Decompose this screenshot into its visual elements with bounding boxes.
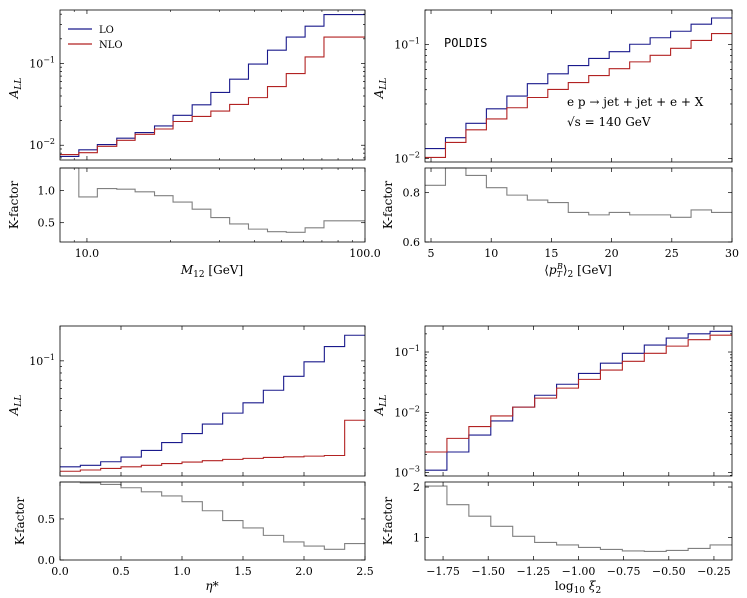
- panel-b-top-ytick-label: 10−2: [394, 150, 420, 165]
- panel-c-xtick-label: 2.5: [356, 565, 374, 578]
- panel-b-kfactor-series: [425, 167, 732, 218]
- panel-a-bottom-ytick-label: 1.0: [38, 185, 56, 198]
- panel-c-xtick-label: 1.5: [234, 565, 252, 578]
- panel-d-kfactor-ylabel: K-factor: [381, 497, 395, 546]
- panel-d-ratio-plot: 10−3 10−2 10−1: [394, 326, 732, 480]
- panel-a-lo-series: [60, 14, 365, 157]
- panel-b-xlabel: ⟨pTB⟩2 [GeV]: [544, 262, 612, 280]
- panel-c-lo-series: [60, 334, 365, 468]
- panel-a-top-frame: [59, 9, 366, 161]
- panel-a-top-ytick-label: 10−1: [29, 55, 55, 70]
- panel-d-bottom-frame: [424, 481, 733, 561]
- panel-a-ratio-plot: 10−2 10−1: [29, 10, 366, 160]
- panel-d-top-ylabel: ALL: [372, 395, 389, 417]
- process-label: e p → jet + jet + e + X: [567, 95, 704, 109]
- panel-b-xtick-label: 25: [665, 247, 679, 260]
- panel-d-xtick-label: −1.75: [426, 565, 460, 578]
- panel-a-top-ylabel: ALL: [7, 78, 24, 100]
- panel-c: 10−1 ALL 0.0 0.5 0.0 0.5 1.0 1.5 2.0 2.5 K-fact…: [7, 325, 374, 593]
- panel-c-kfactor-ylabel: K-factor: [13, 497, 27, 546]
- panel-d-lo-series: [425, 330, 732, 471]
- panel-d-xtick-label: −0.25: [697, 565, 731, 578]
- legend-lo-label: LO: [99, 25, 114, 36]
- panel-c-bottom-ytick-label: 0.0: [38, 554, 56, 567]
- energy-label: √s = 140 GeV: [567, 115, 651, 129]
- panel-d-kfactor-series: [425, 485, 732, 552]
- panel-a-kfactor-ylabel: K-factor: [7, 181, 21, 230]
- panel-a-nlo-series: [60, 36, 365, 156]
- panel-b-xtick-label: 5: [428, 247, 435, 260]
- panel-c-top-ylabel: ALL: [7, 395, 24, 417]
- panel-b-xtick-label: 10: [484, 247, 498, 260]
- panel-c-kfactor-series: [60, 481, 365, 550]
- panel-c-nlo-series: [60, 419, 365, 472]
- legend-nlo-label: NLO: [99, 40, 123, 51]
- panel-c-xlabel: η*: [205, 579, 218, 593]
- panel-b-top-ytick-label: 10−1: [394, 36, 420, 51]
- panel-a-top-ytick-label: 10−2: [29, 137, 55, 152]
- panel-a-bottom-ytick-label: 0.5: [38, 217, 56, 230]
- panel-d-top-ytick-label: 10−1: [394, 344, 420, 359]
- panel-b-bottom-ytick-label: 0.8: [403, 187, 421, 200]
- panel-d-xtick-label: −1.50: [471, 565, 505, 578]
- panel-b-bottom-ytick-label: 0.6: [403, 236, 421, 249]
- panel-b-bottom-frame: [424, 167, 733, 243]
- panel-b-lo-series: [425, 17, 732, 150]
- panel-d-xtick-label: −1.25: [516, 565, 550, 578]
- panel-c-xtick-label: 2.0: [295, 565, 313, 578]
- panel-d-xtick-label: −1.00: [562, 565, 596, 578]
- panel-d-kfactor-plot: 1 2 −1.75 −1.50 −1.25 −1.00 −0.75 −0.50 −0.25: [413, 481, 732, 578]
- panel-d-xtick-label: −0.75: [607, 565, 641, 578]
- panel-b-nlo-series: [425, 33, 732, 158]
- panel-c-top-frame: [59, 325, 366, 477]
- panel-d: 10−310−210−1 ALL 12−1.75 −1.50 −1.25 −1.00−…: [372, 325, 733, 596]
- panel-b-top-frame: [424, 9, 733, 163]
- panel-c-top-ytick-label: 10−1: [29, 353, 55, 368]
- panel-a-xtick-label: 100.0: [349, 247, 381, 260]
- panel-b-kfactor-plot: 0.6 0.8 5 10 15 20 25 30: [403, 167, 739, 260]
- panel-b-top-ylabel: ALL: [372, 78, 389, 100]
- panel-d-top-frame: [424, 325, 733, 477]
- panel-b-ratio-plot: 10−2 10−1: [394, 9, 733, 165]
- panel-a-bottom-frame: [59, 167, 366, 243]
- panel-d-nlo-series: [425, 334, 732, 453]
- panel-d-xtick-label: −0.50: [652, 565, 686, 578]
- panel-a-kfactor-plot: 0.5 1.0 10.0 100.0: [38, 167, 381, 260]
- panel-d-top-ytick-label: 10−3: [394, 465, 420, 480]
- panel-b-xtick-label: 20: [605, 247, 619, 260]
- panel-c-ratio-plot: 10−1: [29, 326, 366, 476]
- panel-d-xlabel: log10 ξ2: [555, 579, 601, 596]
- panel-b: 10−2 10−1 ALL POLDIS e p → jet + jet + e …: [372, 9, 739, 280]
- panel-c-xtick-label: 0.5: [112, 565, 130, 578]
- panel-a-kfactor-series: [60, 167, 365, 233]
- panel-b-xtick-label: 15: [544, 247, 558, 260]
- poldis-label: POLDIS: [444, 36, 487, 50]
- panel-d-bottom-ytick-label: 2: [413, 481, 420, 494]
- panel-c-bottom-ytick-label: 0.5: [38, 513, 56, 526]
- panel-c-xtick-label: 1.0: [173, 565, 191, 578]
- panel-b-xtick-label: 30: [725, 247, 739, 260]
- panel-d-bottom-ytick-label: 1: [413, 531, 420, 544]
- panel-a-xtick-label: 10.0: [75, 247, 100, 260]
- panel-c-xtick-label: 0.0: [51, 565, 69, 578]
- panel-c-kfactor-plot: 0.0 0.5 0.0 0.5 1.0 1.5 2.0 2.5: [38, 481, 374, 578]
- legend: LO NLO: [68, 25, 123, 51]
- panel-d-top-ytick-label: 10−2: [394, 404, 420, 419]
- panel-a: 10−2 10−1 ALL LO NLO 0.5 1.0 10.0 100.0 K-fa…: [7, 9, 381, 280]
- panel-b-kfactor-ylabel: K-factor: [381, 181, 395, 230]
- panel-a-xlabel: M12 [GeV]: [180, 263, 243, 280]
- panel-c-bottom-frame: [59, 481, 366, 561]
